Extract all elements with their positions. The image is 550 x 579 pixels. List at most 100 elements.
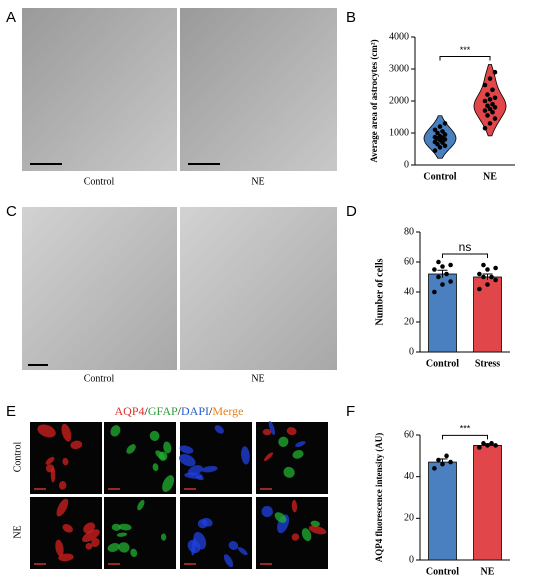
data-point <box>437 145 443 150</box>
data-point <box>485 443 490 448</box>
bar <box>473 445 502 561</box>
bar <box>428 461 457 561</box>
cell <box>58 481 67 490</box>
cell <box>310 520 320 527</box>
data-point <box>432 289 437 295</box>
cell <box>179 445 194 454</box>
data-point <box>481 262 486 268</box>
data-point <box>492 95 498 101</box>
cell <box>107 543 120 552</box>
data-point <box>493 265 498 271</box>
data-point <box>436 457 441 463</box>
x-tick-label: Control <box>423 171 456 182</box>
data-point <box>487 121 493 126</box>
data-point <box>493 443 498 448</box>
cell <box>152 463 159 472</box>
data-point <box>436 259 441 265</box>
cell <box>45 456 55 465</box>
y-tick-label: 60 <box>404 256 414 267</box>
panel-label: B <box>346 9 356 26</box>
cell <box>201 465 218 473</box>
data-point <box>485 267 490 272</box>
y-tick-label: 1000 <box>389 127 409 138</box>
cell <box>201 517 213 527</box>
cell <box>283 466 295 478</box>
data-point <box>448 279 453 284</box>
cell <box>82 529 100 543</box>
stain-name: AQP4 <box>115 404 145 418</box>
x-tick-label: Stress <box>475 358 500 369</box>
cell <box>179 454 196 467</box>
data-point <box>487 106 493 112</box>
fluorescence-image <box>180 497 252 569</box>
x-tick-label: NE <box>483 171 497 182</box>
cell <box>301 528 312 542</box>
data-point <box>489 274 494 280</box>
y-tick-label: 20 <box>404 513 414 524</box>
micrograph <box>180 207 337 370</box>
cell <box>162 475 175 493</box>
data-point <box>442 132 448 137</box>
data-point <box>432 466 437 471</box>
data-point <box>437 124 443 129</box>
cell <box>291 533 300 541</box>
panel-label: C <box>6 203 17 220</box>
data-point <box>485 282 490 287</box>
data-point <box>490 87 495 93</box>
data-point <box>477 445 482 450</box>
significance-bracket <box>442 253 488 258</box>
data-point <box>493 277 498 283</box>
y-tick-label: 60 <box>404 429 414 440</box>
data-point <box>440 129 445 134</box>
x-tick-label: Control <box>426 566 459 577</box>
micrograph <box>180 8 337 171</box>
data-point <box>492 69 498 75</box>
y-tick-label: 80 <box>404 226 414 237</box>
cell <box>110 425 121 437</box>
image-caption: Control <box>84 373 115 384</box>
cell <box>37 424 56 438</box>
data-point <box>444 453 449 459</box>
data-point <box>481 274 486 280</box>
significance-bracket <box>442 434 488 440</box>
stain-name: GFAP <box>148 404 178 418</box>
data-point <box>477 286 482 292</box>
cell <box>223 554 234 568</box>
cell <box>268 420 276 436</box>
y-tick-label: 2000 <box>389 95 409 106</box>
bar <box>428 273 457 353</box>
stain-name: DAPI <box>181 404 209 418</box>
data-point <box>448 459 453 465</box>
significance-label: *** <box>460 424 471 434</box>
significance-bracket <box>439 56 491 61</box>
cell <box>286 427 297 436</box>
cell <box>264 452 274 462</box>
cell <box>295 441 306 448</box>
panel-label: E <box>6 403 16 420</box>
data-point <box>487 76 493 81</box>
data-point <box>437 133 443 139</box>
cell <box>126 444 136 454</box>
cell <box>118 542 130 553</box>
y-tick-label: 40 <box>404 471 414 482</box>
stain-header: AQP4/GFAP/DAPI/Merge <box>115 404 244 418</box>
cell <box>195 475 204 481</box>
significance-label: *** <box>460 45 471 55</box>
data-point <box>489 441 494 446</box>
cell <box>292 450 304 459</box>
cell <box>237 547 248 556</box>
micrograph <box>22 8 177 171</box>
cell <box>55 539 64 557</box>
cell <box>137 499 145 511</box>
data-point <box>482 125 488 131</box>
cell <box>278 436 289 447</box>
stain-name: / <box>145 404 149 418</box>
data-point <box>432 127 438 133</box>
data-point <box>487 97 493 102</box>
cell <box>61 423 72 442</box>
stain-name: / <box>209 404 213 418</box>
data-point <box>444 271 449 277</box>
cell <box>261 505 273 518</box>
cell <box>214 425 224 434</box>
cell <box>308 525 327 535</box>
